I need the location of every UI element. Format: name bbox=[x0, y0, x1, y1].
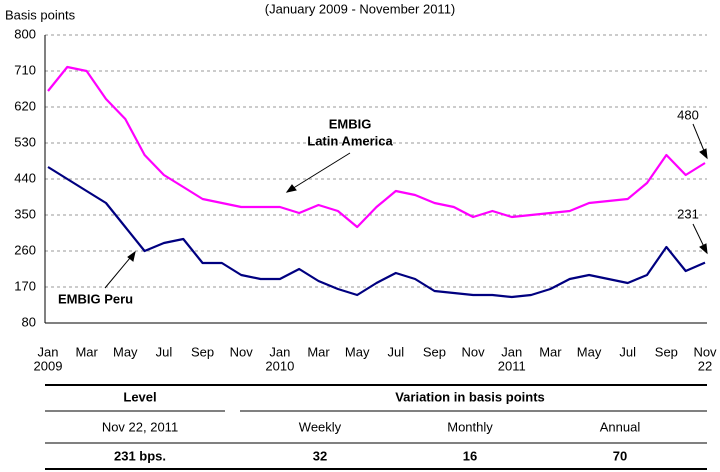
x-tick-label: May bbox=[577, 344, 602, 359]
x-tick-label: Nov bbox=[230, 344, 254, 359]
table-header: Variation in basis points bbox=[395, 389, 545, 404]
chart-title: (January 2009 - November 2011) bbox=[265, 1, 456, 16]
line-series bbox=[47, 166, 706, 299]
x-tick-label: May bbox=[345, 344, 370, 359]
table-cell: Weekly bbox=[299, 419, 342, 434]
table-lines bbox=[45, 384, 707, 470]
y-tick-label: 530 bbox=[14, 134, 36, 149]
table-cell: 70 bbox=[613, 448, 627, 463]
x-tick-label: Sep bbox=[423, 344, 446, 359]
annotation: EMBIG Peru bbox=[58, 291, 133, 306]
y-tick-label: 440 bbox=[14, 170, 36, 185]
grid bbox=[45, 34, 707, 288]
y-tick-label: 800 bbox=[14, 26, 36, 41]
x-tick-sublabel: 2009 bbox=[34, 358, 63, 373]
x-tick-label: Mar bbox=[75, 344, 98, 359]
x-tick-sublabel: 2010 bbox=[265, 358, 294, 373]
x-tick-label: Sep bbox=[191, 344, 214, 359]
table-cell: 231 bps. bbox=[114, 448, 166, 463]
x-tick-label: Jan bbox=[269, 344, 290, 359]
table-cell: Monthly bbox=[447, 419, 493, 434]
y-tick-label: 350 bbox=[14, 206, 36, 221]
y-tick-label: 620 bbox=[14, 98, 36, 113]
annotation: 231 bbox=[677, 206, 699, 221]
annotation: EMBIG bbox=[329, 116, 372, 131]
y-tick-label: 710 bbox=[14, 62, 36, 77]
x-tick-label: Nov bbox=[462, 344, 486, 359]
x-tick-label: Sep bbox=[655, 344, 678, 359]
x-tick-label: Jul bbox=[156, 344, 173, 359]
x-tick-label: Jul bbox=[388, 344, 405, 359]
table-cell: Annual bbox=[600, 419, 641, 434]
table-cell: 32 bbox=[313, 448, 327, 463]
x-tick-label: May bbox=[113, 344, 138, 359]
x-tick-label: Mar bbox=[307, 344, 330, 359]
x-tick-label: Mar bbox=[539, 344, 562, 359]
x-tick-sublabel: 2011 bbox=[498, 358, 526, 373]
x-tick-label: Jan bbox=[501, 344, 522, 359]
y-axis-label: Basis points bbox=[5, 7, 76, 22]
y-tick-label: 170 bbox=[14, 278, 36, 293]
table-cell: Nov 22, 2011 bbox=[102, 419, 178, 434]
x-tick-sublabel: 22 bbox=[698, 358, 712, 373]
annotation: 480 bbox=[677, 107, 699, 122]
annotation: Latin America bbox=[307, 133, 393, 148]
y-tick-label: 260 bbox=[14, 242, 36, 257]
x-tick-label: Nov bbox=[693, 344, 717, 359]
arrows bbox=[104, 123, 708, 289]
x-tick-label: Jan bbox=[38, 344, 59, 359]
table-cell: 16 bbox=[463, 448, 477, 463]
line-series bbox=[47, 65, 706, 229]
table-header: Level bbox=[123, 389, 156, 404]
y-tick-label: 80 bbox=[22, 314, 36, 329]
x-tick-label: Jul bbox=[619, 344, 636, 359]
